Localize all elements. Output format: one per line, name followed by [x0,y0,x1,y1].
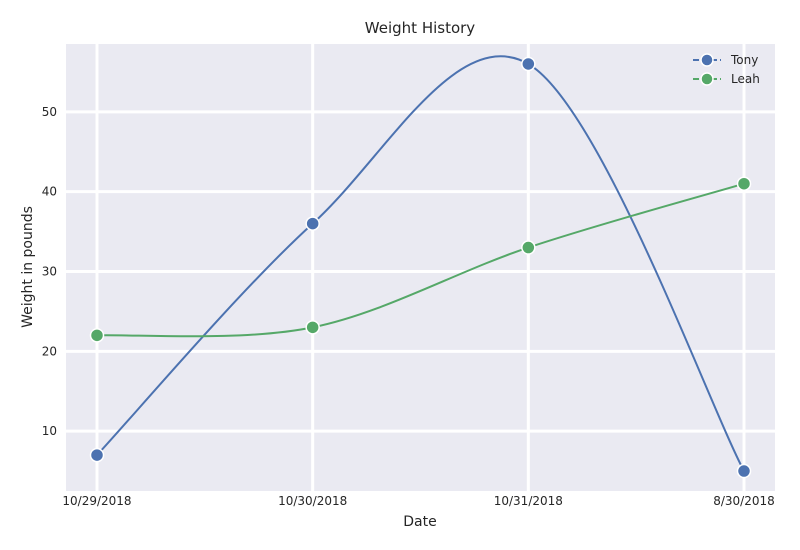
y-axis-label: Weight in pounds [20,206,36,328]
x-axis-label: Date [403,514,436,530]
series-layer [89,55,752,479]
data-point-tony [89,447,105,463]
x-tick-label: 10/29/2018 [62,494,131,508]
x-tick-label: 10/31/2018 [494,494,563,508]
x-tick-label: 8/30/2018 [713,494,775,508]
y-tick-label: 40 [42,185,57,199]
grid [66,44,775,491]
legend-item-leah: Leah [693,72,760,86]
tick-labels: 10 20 30 40 50 10/29/2018 10/30/2018 10/31/2018… [42,105,775,508]
y-tick-label: 10 [42,424,57,438]
data-point-leah [736,176,752,191]
data-point-leah [521,240,536,255]
y-tick-label: 30 [42,264,57,278]
legend-marker [700,72,714,86]
series-line-leah [96,182,745,338]
data-point-tony [521,56,536,72]
data-point-leah [305,320,320,335]
y-tick-label: 20 [42,344,57,358]
data-point-leah [89,328,105,343]
data-point-tony [736,463,752,479]
legend-label: Tony [730,53,758,67]
legend-item-tony: Tony [693,53,758,67]
chart-title: Weight History [365,19,476,37]
legend-label: Leah [731,72,760,86]
legend-marker [700,53,714,67]
y-tick-label: 50 [42,105,57,119]
data-point-tony [305,216,320,231]
plot-background [66,44,775,491]
x-tick-label: 10/30/2018 [278,494,347,508]
legend: Tony Leah [693,53,760,86]
series-leah [89,176,752,343]
